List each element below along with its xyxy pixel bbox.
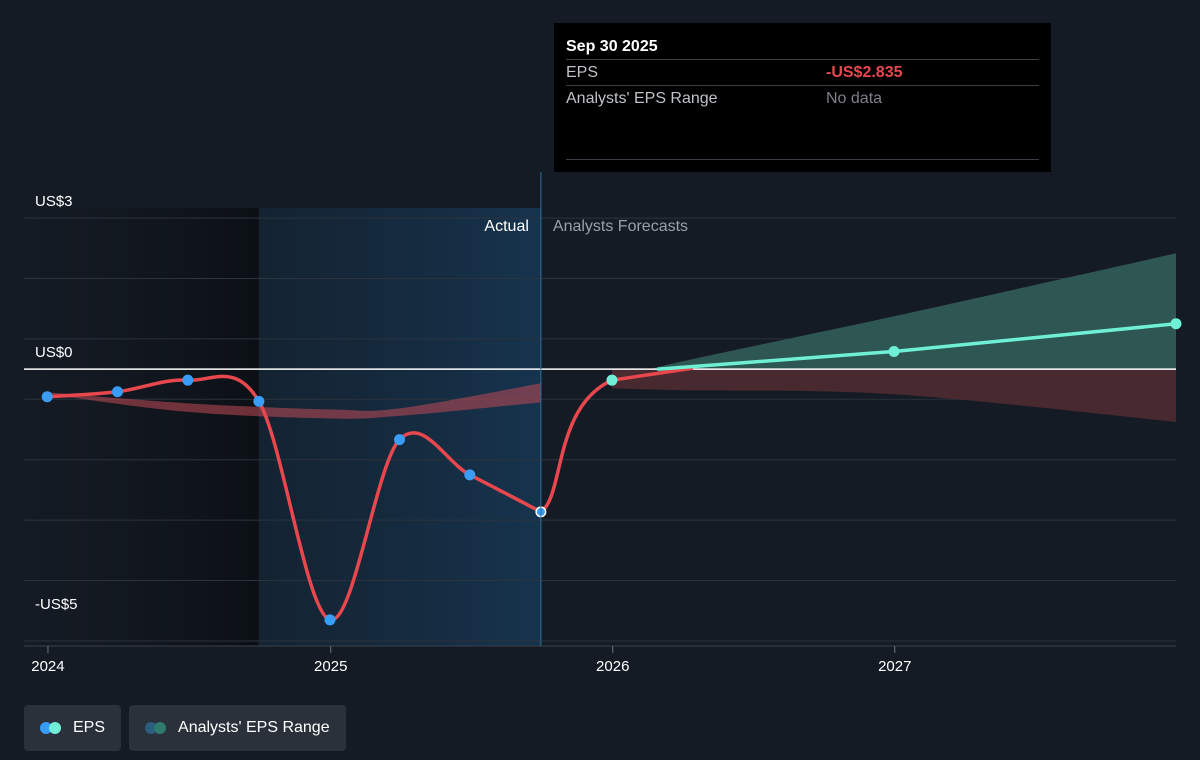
y-tick-label: US$3 (35, 193, 73, 210)
x-tick-label: 2024 (31, 658, 64, 675)
tooltip-row-range: Analysts' EPS Range No data (566, 85, 1039, 111)
eps-point (464, 469, 476, 481)
y-tick-label: -US$5 (35, 596, 78, 613)
tooltip: Sep 30 2025 EPS -US$2.835 Analysts' EPS … (554, 23, 1051, 172)
eps-point (394, 434, 406, 446)
x-tick-label: 2026 (596, 658, 629, 675)
eps-forecast-point (606, 374, 618, 386)
eps-range-bands (47, 253, 1176, 422)
eps-markers (41, 318, 1182, 626)
legend-range-swatch-icon (145, 722, 169, 734)
past-region (24, 208, 259, 646)
eps-lines (45, 322, 1178, 622)
y-tick-label: US$0 (35, 344, 73, 361)
legend-eps-swatch-icon (40, 722, 64, 734)
eps-bridge-line (539, 378, 613, 514)
eps-forecast-point (1170, 318, 1182, 330)
actual-label: Actual (484, 218, 528, 235)
tooltip-divider (566, 159, 1039, 160)
eps-point (41, 391, 53, 403)
eps-range-band-past (47, 383, 541, 419)
forecast-label: Analysts Forecasts (553, 218, 688, 235)
x-axis: 2024 2025 2026 2027 (31, 646, 911, 675)
eps-point (182, 374, 194, 386)
eps-point (324, 614, 336, 626)
tooltip-range-value: No data (826, 90, 883, 107)
tooltip-date: Sep 30 2025 (566, 38, 658, 55)
legend-item-eps-range[interactable]: Analysts' EPS Range (129, 705, 346, 751)
legend-item-eps[interactable]: EPS (24, 705, 122, 751)
legend-eps-label: EPS (73, 719, 106, 736)
eps-bridge-tail (611, 366, 694, 382)
tooltip-range-label: Analysts' EPS Range (566, 90, 718, 107)
tooltip-eps-value: -US$2.835 (826, 64, 903, 81)
x-tick-label: 2025 (314, 658, 347, 675)
eps-range-band-forecast-lower (611, 369, 1176, 422)
eps-chart: Actual Analysts Forecasts US$3US$0-US$5 … (24, 172, 1182, 675)
eps-actual-line (45, 374, 543, 622)
legend-range-label: Analysts' EPS Range (178, 719, 330, 736)
eps-point (253, 395, 265, 407)
tooltip-row-eps: EPS -US$2.835 (566, 59, 1039, 85)
y-axis: US$3 US$0 -US$5 (35, 193, 78, 613)
tooltip-eps-label: EPS (566, 64, 599, 81)
eps-point (111, 386, 123, 398)
x-tick-label: 2027 (878, 658, 911, 675)
legend: EPS Analysts' EPS Range (24, 705, 346, 751)
eps-forecast-point (888, 345, 900, 357)
eps-range-band-forecast-upper (611, 253, 1176, 381)
